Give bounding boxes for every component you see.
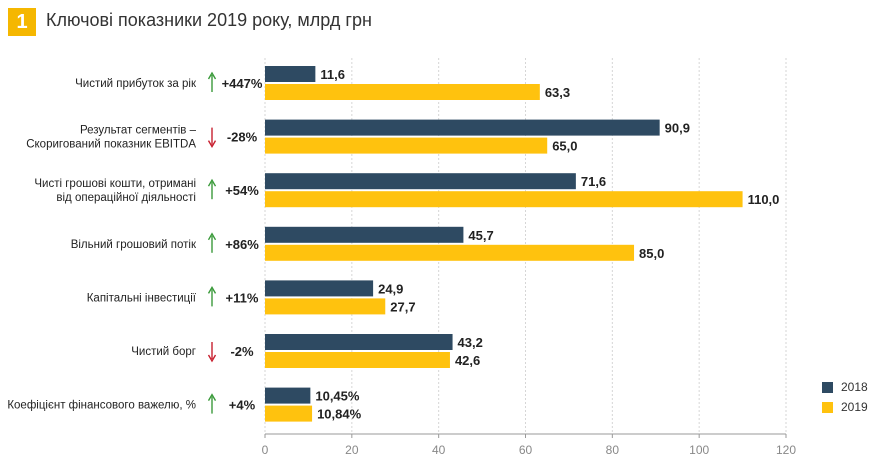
category-label: Вільний грошовий потік bbox=[71, 239, 197, 251]
up-arrow-head-icon bbox=[207, 71, 217, 80]
category-label-line: Чистий прибуток за рік bbox=[75, 78, 197, 90]
bar-2018 bbox=[265, 387, 311, 404]
change-label: -2% bbox=[230, 344, 254, 359]
data-label-2018: 10,45% bbox=[315, 389, 360, 404]
data-label-2018: 90,9 bbox=[665, 121, 690, 136]
legend-swatch-2018 bbox=[822, 381, 833, 393]
data-label-2018: 24,9 bbox=[378, 281, 403, 296]
chart-title: Ключові показники 2019 року, млрд грн bbox=[46, 10, 372, 30]
data-label-2019: 110,0 bbox=[748, 192, 780, 207]
data-label-2018: 71,6 bbox=[581, 174, 606, 189]
bar-2018 bbox=[265, 280, 374, 297]
up-arrow-head-icon bbox=[207, 286, 217, 294]
data-label-2018: 45,7 bbox=[468, 228, 493, 243]
up-arrow-head-icon bbox=[207, 232, 217, 241]
legend-item-2019: 2019 bbox=[822, 397, 868, 417]
data-label-2018: 11,6 bbox=[320, 67, 345, 82]
x-tick-label: 100 bbox=[689, 443, 709, 457]
change-label: -28% bbox=[227, 130, 258, 145]
change-label: +86% bbox=[225, 237, 259, 252]
bar-2018 bbox=[265, 66, 316, 82]
up-arrow-head-icon bbox=[207, 393, 217, 401]
category-label: Чистий прибуток за рік bbox=[75, 78, 197, 90]
bar-2018 bbox=[265, 334, 453, 350]
x-tick-label: 20 bbox=[345, 443, 359, 457]
category-label: Чисті грошові кошти, отримані від операці… bbox=[34, 178, 196, 204]
data-label-2018: 43,2 bbox=[458, 335, 483, 350]
bar-2019 bbox=[265, 191, 743, 208]
data-label-2019: 85,0 bbox=[639, 246, 664, 261]
bar-2019 bbox=[265, 298, 386, 315]
down-arrow-head-icon bbox=[207, 140, 217, 148]
bar-2019 bbox=[265, 405, 313, 422]
legend-swatch-2019 bbox=[822, 401, 833, 413]
category-label-line: Чисті грошові кошти, отримані bbox=[34, 178, 196, 190]
category-label: Капітальні інвестиції bbox=[87, 292, 197, 304]
category-label-line: Коефіцієнт фінансового важелю, % bbox=[7, 400, 196, 412]
legend-item-2018: 2018 bbox=[822, 377, 868, 397]
x-tick-label: 40 bbox=[432, 443, 446, 457]
x-tick-label: 80 bbox=[606, 443, 620, 457]
data-label-2019: 65,0 bbox=[552, 139, 577, 154]
change-label: +447% bbox=[222, 76, 263, 91]
x-tick-label: 0 bbox=[262, 443, 269, 457]
category-label-line: Скоригований показник EBITDA bbox=[26, 139, 196, 151]
bar-2019 bbox=[265, 84, 540, 100]
category-label-line: Результат сегментів – bbox=[80, 125, 197, 137]
category-label: Коефіцієнт фінансового важелю, % bbox=[7, 400, 196, 412]
bar-2019 bbox=[265, 137, 548, 154]
category-label: Чистий борг bbox=[131, 346, 196, 358]
category-label-line: Чистий борг bbox=[131, 346, 196, 358]
data-label-2019: 10,84% bbox=[317, 407, 362, 422]
legend-label-2019: 2019 bbox=[841, 400, 868, 414]
change-label: +54% bbox=[225, 183, 259, 198]
category-label-line: від операційної діяльності bbox=[56, 192, 196, 204]
chart-number-badge: 1 bbox=[8, 8, 36, 36]
legend: 2018 2019 bbox=[822, 377, 868, 417]
category-label: Результат сегментів – Скоригований показн… bbox=[26, 125, 196, 151]
data-label-2019: 63,3 bbox=[545, 85, 570, 100]
x-tick-label: 60 bbox=[519, 443, 533, 457]
legend-label-2018: 2018 bbox=[841, 380, 868, 394]
bar-2018 bbox=[265, 226, 464, 243]
down-arrow-head-icon bbox=[207, 354, 217, 363]
category-label-line: Капітальні інвестиції bbox=[87, 292, 197, 304]
bar-2019 bbox=[265, 244, 635, 261]
data-label-2019: 42,6 bbox=[455, 353, 480, 368]
bar-2019 bbox=[265, 352, 450, 368]
category-label-line: Вільний грошовий потік bbox=[71, 239, 197, 251]
change-label: +4% bbox=[229, 398, 256, 413]
bar-2018 bbox=[265, 119, 660, 136]
data-label-2019: 27,7 bbox=[390, 299, 415, 314]
change-label: +11% bbox=[226, 290, 259, 305]
x-tick-label: 120 bbox=[776, 443, 796, 457]
bar-2018 bbox=[265, 173, 576, 190]
up-arrow-head-icon bbox=[207, 178, 217, 187]
